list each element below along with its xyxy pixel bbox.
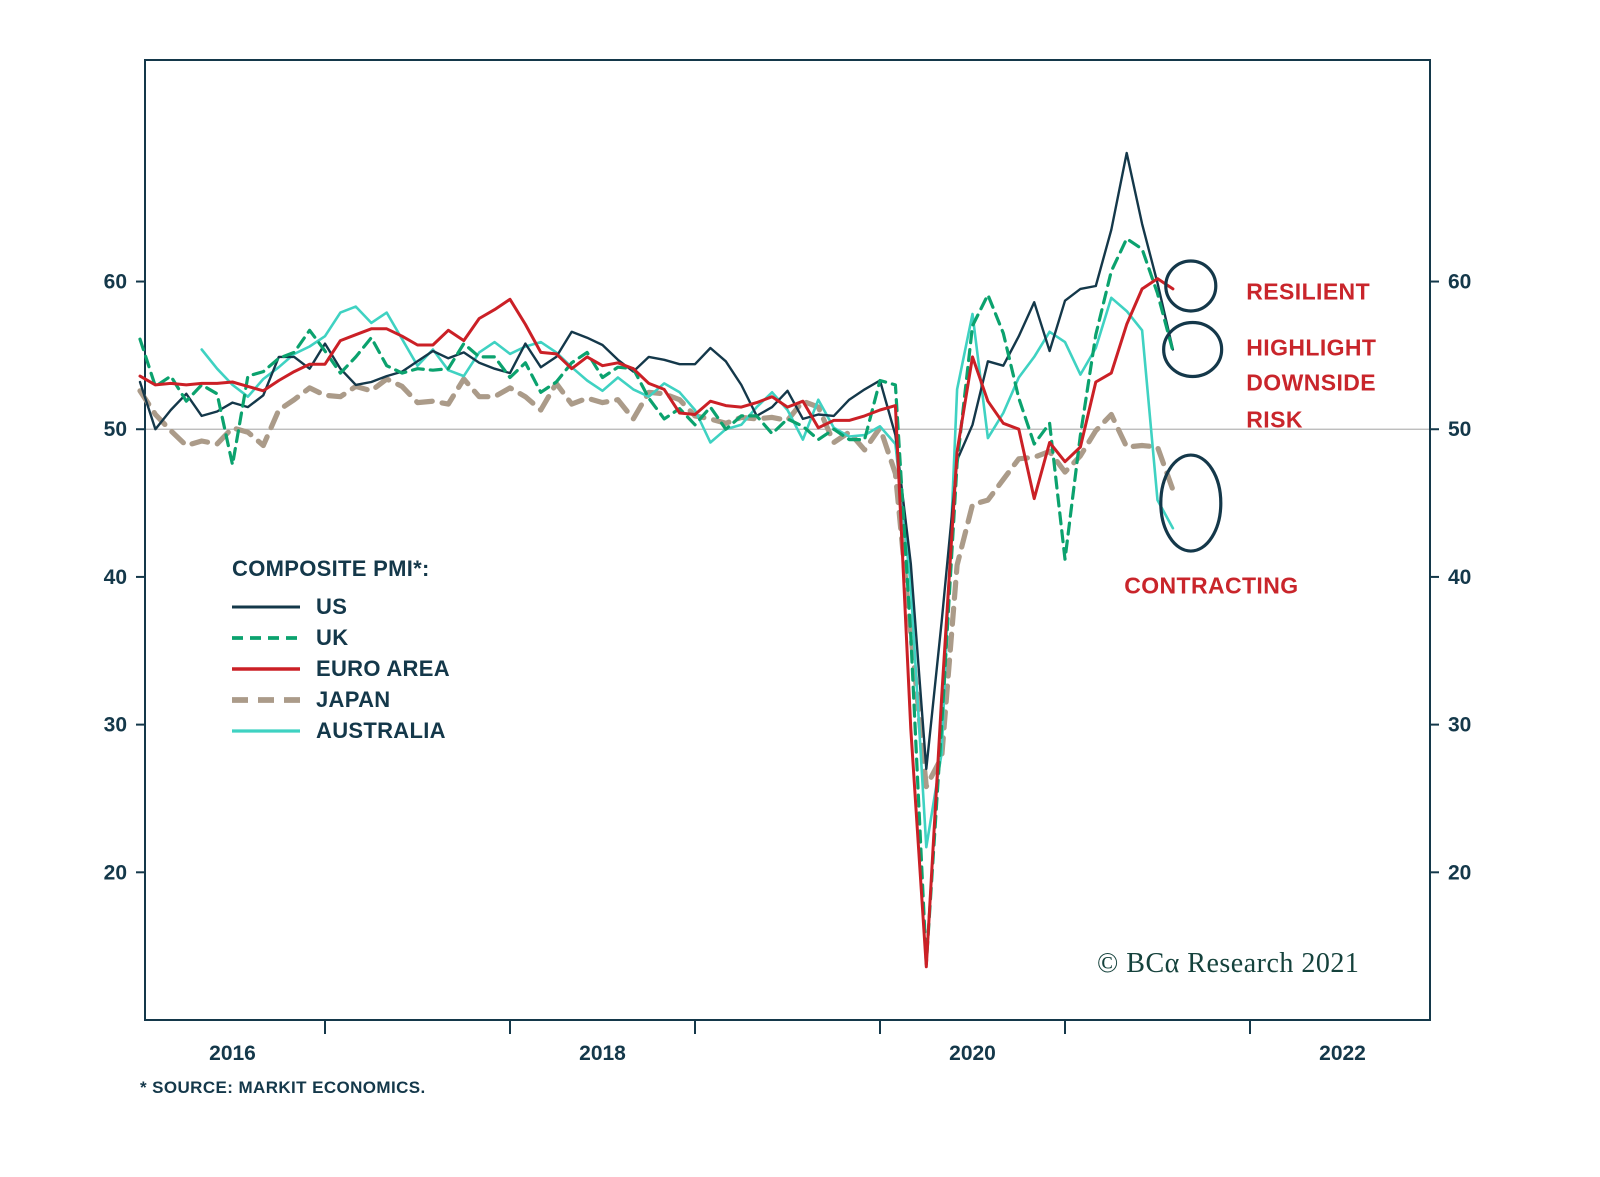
- series-line-japan: [137, 376, 1176, 790]
- y-axis-label-left: 60: [104, 271, 127, 294]
- legend-line-sample: [232, 666, 300, 671]
- y-axis-label-left: 40: [104, 566, 127, 589]
- legend-title: COMPOSITE PMI*:: [232, 556, 430, 581]
- legend-rows: US UK EURO AREA JAPAN AUSTRALIA: [232, 591, 450, 746]
- series-line-australia: [200, 296, 1175, 849]
- plot-frame: [144, 59, 1431, 1021]
- legend-label: AUSTRALIA: [316, 717, 446, 743]
- source-footnote: * SOURCE: MARKIT ECONOMICS.: [140, 1078, 426, 1097]
- circle-highlight: [1162, 320, 1224, 379]
- legend-label: EURO AREA: [316, 655, 450, 681]
- x-axis-label: 2022: [1319, 1042, 1366, 1065]
- legend-item-euro-area: EURO AREA: [232, 653, 450, 684]
- watermark-bca-research: © BCα Research 2021: [1097, 948, 1360, 979]
- annotation-highlight: HIGHLIGHT: [1246, 334, 1377, 361]
- circle-resilient: [1164, 259, 1218, 313]
- annotation-resilient: RESILIENT: [1246, 278, 1371, 305]
- legend: COMPOSITE PMI*: US UK EURO AREA JAPAN AUSTRA…: [232, 556, 450, 746]
- legend-item-us: US: [232, 591, 450, 622]
- y-axis-label-left: 50: [104, 418, 127, 441]
- y-axis-label-left: 30: [104, 714, 127, 737]
- x-axis-label: 2018: [579, 1042, 626, 1065]
- x-axis-label: 2020: [949, 1042, 996, 1065]
- legend-item-japan: JAPAN: [232, 684, 450, 715]
- annotation-risk: RISK: [1246, 406, 1303, 433]
- y-axis-label-left: 20: [104, 861, 127, 884]
- annotation-downside: DOWNSIDE: [1246, 369, 1376, 396]
- y-axis-label-right: 50: [1448, 418, 1471, 441]
- legend-line-sample: [232, 605, 300, 608]
- legend-label: US: [316, 593, 348, 619]
- x-axis-label: 2016: [209, 1042, 256, 1065]
- series-line-euro-area: [138, 277, 1175, 969]
- y-axis-label-right: 60: [1448, 271, 1471, 294]
- legend-item-australia: AUSTRALIA: [232, 715, 450, 746]
- legend-label: JAPAN: [316, 686, 391, 712]
- series-line-uk: [138, 237, 1175, 966]
- y-axis-label-right: 40: [1448, 566, 1471, 589]
- legend-item-uk: UK: [232, 622, 450, 653]
- circle-contracting: [1159, 453, 1223, 553]
- legend-line-sample: [232, 728, 300, 733]
- y-axis-label-right: 20: [1448, 861, 1471, 884]
- legend-label: UK: [316, 624, 349, 650]
- annotation-contracting: CONTRACTING: [1124, 572, 1299, 599]
- legend-line-sample: [232, 635, 300, 640]
- y-axis-label-right: 30: [1448, 714, 1471, 737]
- legend-line-sample: [232, 696, 300, 703]
